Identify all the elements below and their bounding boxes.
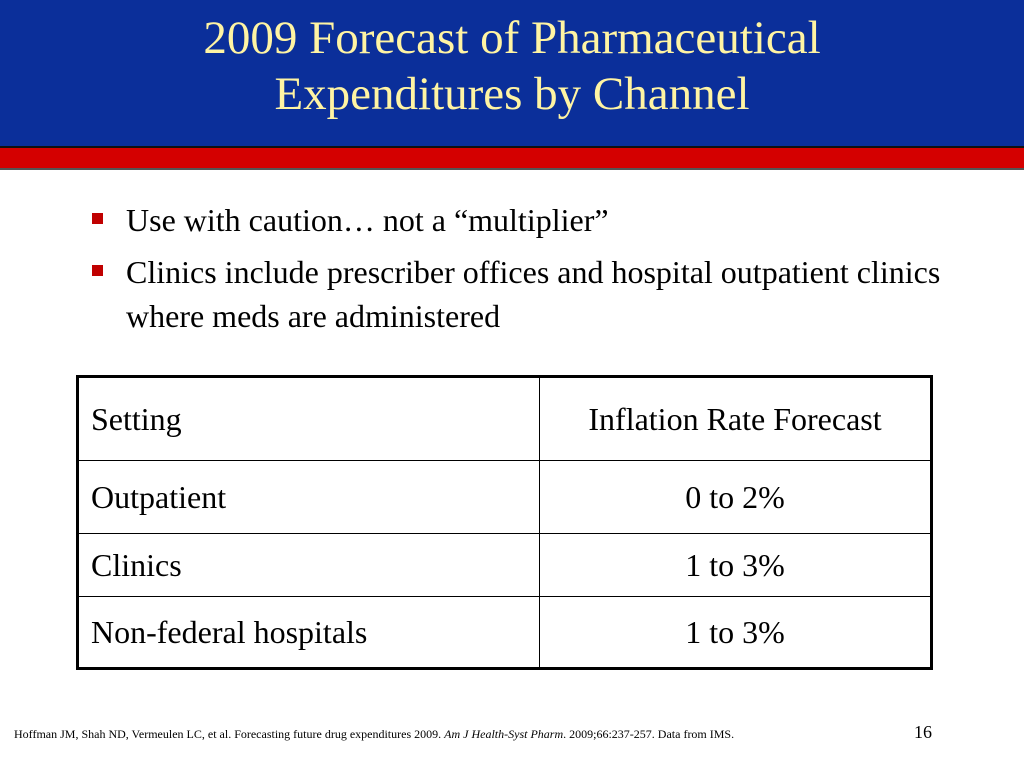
forecast-table-wrapper: Setting Inflation Rate Forecast Outpatie… <box>76 375 933 670</box>
forecast-table: Setting Inflation Rate Forecast Outpatie… <box>76 375 933 670</box>
setting-cell: Outpatient <box>77 460 540 534</box>
header-setting: Setting <box>77 376 540 461</box>
bullet-item: Use with caution… not a “multiplier” <box>90 198 970 242</box>
table-row: Clinics 1 to 3% <box>77 533 932 597</box>
slide-title: 2009 Forecast of Pharmaceutical Expendit… <box>203 12 821 120</box>
square-bullet-icon <box>92 213 103 224</box>
citation-authors: Hoffman JM, Shah ND, Vermeulen LC, et al… <box>14 727 445 741</box>
slide-number: 16 <box>914 722 932 742</box>
title-stripe <box>0 146 1024 170</box>
bullet-text: Clinics include prescriber offices and h… <box>126 254 941 334</box>
setting-cell: Clinics <box>77 533 540 597</box>
table-header-row: Setting Inflation Rate Forecast <box>77 376 932 461</box>
header-inflation-rate-forecast: Inflation Rate Forecast <box>539 376 932 461</box>
citation-journal: Am J Health-Syst Pharm <box>444 727 564 741</box>
rate-cell: 1 to 3% <box>539 533 932 597</box>
rate-cell: 0 to 2% <box>539 460 932 534</box>
title-bar: 2009 Forecast of Pharmaceutical Expendit… <box>0 0 1024 146</box>
setting-cell: Non-federal hospitals <box>77 596 540 669</box>
citation-details: . 2009;66:237-257. Data from IMS. <box>563 727 735 741</box>
rate-cell: 1 to 3% <box>539 596 932 669</box>
citation-footer: Hoffman JM, Shah ND, Vermeulen LC, et al… <box>14 727 734 742</box>
table-row: Outpatient 0 to 2% <box>77 460 932 534</box>
square-bullet-icon <box>92 265 103 276</box>
bullet-item: Clinics include prescriber offices and h… <box>90 250 970 338</box>
bullet-text: Use with caution… not a “multiplier” <box>126 202 609 238</box>
table-row: Non-federal hospitals 1 to 3% <box>77 596 932 669</box>
bullet-list: Use with caution… not a “multiplier” Cli… <box>90 198 970 346</box>
